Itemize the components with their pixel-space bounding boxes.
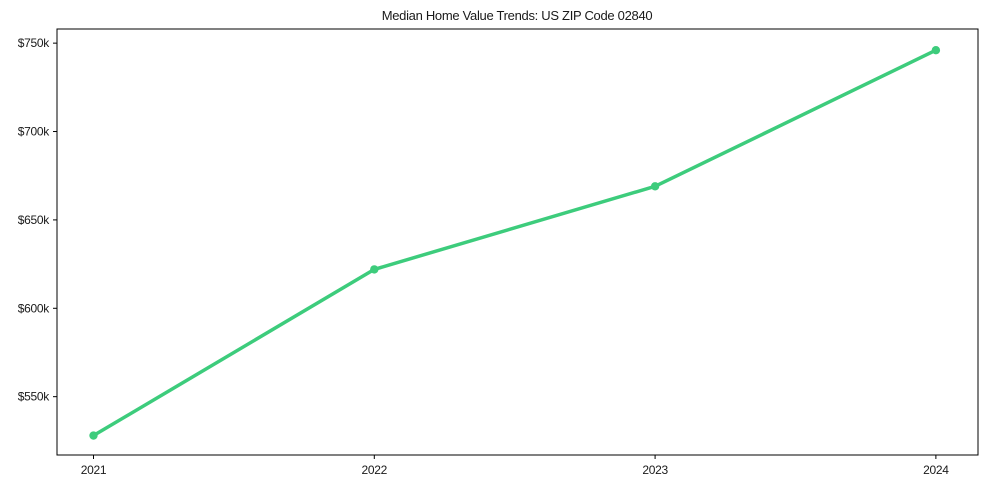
data-point-marker [370,265,379,274]
data-point-marker [89,431,98,440]
y-axis-tick-label: $600k [18,301,50,315]
y-axis-tick-label: $700k [18,125,50,139]
data-point-marker [931,46,941,55]
y-axis-tick-label: $750k [18,36,50,50]
line-series [91,48,938,438]
x-axis-tick-label: 2022 [362,463,388,477]
x-axis-tick-label: 2021 [81,463,107,477]
axes-spines [56,28,979,456]
chart-title: Median Home Value Trends: US ZIP Code 02… [382,8,653,23]
plot-area: $550k $600k $650k $700k $750k 2021 2022 2023 202… [18,28,979,477]
y-axis-tick-label: $650k [18,213,50,227]
data-point-marker [650,182,660,191]
x-axis-tick-label: 2024 [923,463,949,477]
x-axis-tick-label: 2023 [642,463,668,477]
y-axis-tick-label: $550k [18,390,50,404]
